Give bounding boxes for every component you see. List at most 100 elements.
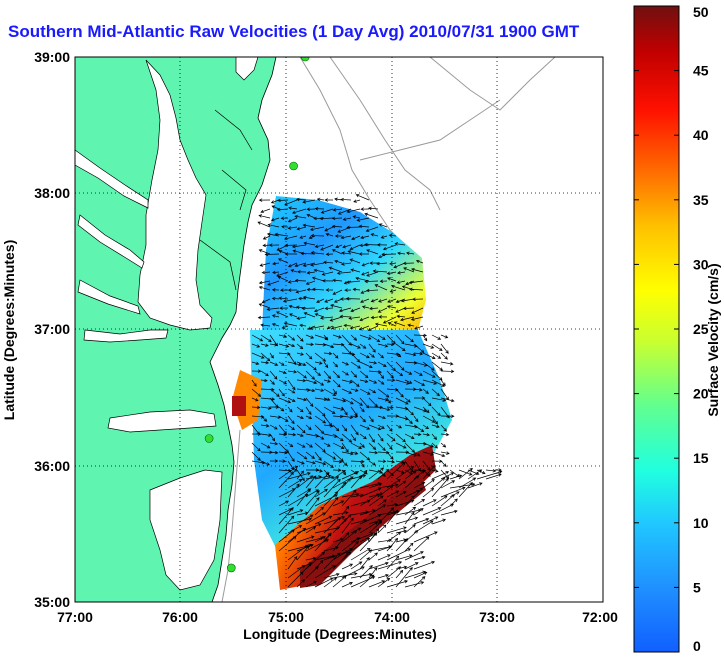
velocity-arrow bbox=[296, 451, 308, 460]
velocity-arrow bbox=[350, 459, 365, 464]
velocity-arrow bbox=[413, 536, 430, 552]
velocity-arrow bbox=[322, 279, 334, 283]
velocity-arrow bbox=[361, 305, 370, 309]
velocity-arrow bbox=[258, 214, 271, 219]
velocity-arrow bbox=[388, 233, 397, 238]
velocity-arrow bbox=[365, 288, 379, 293]
velocity-arrow bbox=[422, 516, 439, 525]
velocity-arrow bbox=[368, 520, 383, 534]
velocity-arrow bbox=[305, 460, 316, 465]
velocity-arrow bbox=[407, 323, 415, 328]
velocity-arrow bbox=[422, 487, 435, 498]
velocity-arrow bbox=[386, 460, 396, 464]
velocity-arrow bbox=[404, 489, 420, 498]
velocity-arrow bbox=[260, 370, 269, 377]
velocity-arrow bbox=[400, 298, 415, 303]
velocity-arrow bbox=[332, 370, 341, 379]
velocity-arrow bbox=[377, 450, 390, 455]
velocity-arrow bbox=[361, 271, 370, 276]
plot-frame bbox=[74, 56, 604, 603]
colorbar-label: Surface Velocity (cm/s) bbox=[705, 263, 721, 416]
velocity-arrow bbox=[296, 415, 304, 420]
velocity-arrow bbox=[296, 424, 306, 434]
velocity-arrow bbox=[278, 536, 297, 552]
velocity-arrow bbox=[271, 314, 280, 318]
velocity-arrow bbox=[404, 406, 414, 416]
velocity-arrow bbox=[341, 262, 352, 266]
velocity-arrow bbox=[341, 530, 358, 543]
velocity-arrow bbox=[368, 450, 379, 455]
velocity-arrow bbox=[422, 352, 436, 360]
velocity-arrow bbox=[358, 224, 370, 229]
velocity-arrow bbox=[377, 307, 388, 313]
velocity-arrow bbox=[386, 537, 399, 552]
velocity-arrow bbox=[377, 468, 390, 480]
velocity-arrow bbox=[305, 566, 319, 579]
velocity-arrow bbox=[422, 464, 436, 480]
velocity-arrow bbox=[368, 567, 378, 579]
velocity-arrow bbox=[323, 442, 331, 447]
velocity-arrow bbox=[350, 442, 363, 449]
velocity-arrow bbox=[278, 296, 289, 300]
velocity-arrow bbox=[413, 388, 423, 392]
velocity-arrow bbox=[299, 235, 307, 239]
velocity-arrow bbox=[422, 442, 435, 448]
velocity-arrow bbox=[305, 490, 320, 507]
velocity-arrow bbox=[302, 295, 316, 300]
velocity-arrow bbox=[278, 468, 298, 489]
velocity-arrow bbox=[413, 379, 426, 386]
velocity-arrow bbox=[332, 289, 343, 295]
velocity-arrow bbox=[251, 432, 262, 436]
velocity-arrow bbox=[382, 316, 397, 324]
velocity-arrow bbox=[287, 479, 303, 489]
velocity-arrow bbox=[413, 451, 421, 457]
velocity-arrow bbox=[296, 361, 307, 366]
velocity-arrow bbox=[314, 244, 325, 249]
velocity-arrow bbox=[257, 221, 271, 228]
velocity-arrow bbox=[271, 288, 280, 292]
velocity-arrow bbox=[258, 249, 271, 255]
velocity-arrow bbox=[305, 280, 316, 285]
colorbar-tick-label: 30 bbox=[693, 256, 709, 272]
velocity-arrow bbox=[287, 379, 296, 391]
velocity-arrow bbox=[314, 488, 328, 498]
velocity-arrow bbox=[422, 370, 436, 378]
velocity-arrow bbox=[314, 370, 322, 376]
velocity-arrow bbox=[413, 576, 426, 588]
velocity-arrow bbox=[378, 298, 388, 303]
velocity-arrow bbox=[440, 480, 456, 489]
x-tick-label: 77:00 bbox=[57, 609, 93, 625]
velocity-arrow bbox=[359, 415, 366, 423]
velocity-arrow bbox=[269, 379, 275, 385]
velocity-arrow bbox=[359, 487, 382, 498]
velocity-arrow bbox=[395, 433, 406, 443]
velocity-arrow bbox=[431, 459, 443, 463]
velocity-arrow bbox=[331, 325, 343, 330]
velocity-arrow bbox=[316, 197, 325, 202]
velocity-arrow bbox=[350, 433, 356, 442]
velocity-arrow bbox=[395, 569, 404, 579]
velocity-arrow bbox=[368, 433, 375, 443]
velocity-arrow bbox=[287, 388, 296, 394]
albemarle-sound bbox=[107, 409, 217, 433]
velocity-arrow bbox=[359, 388, 371, 395]
velocity-arrow bbox=[344, 288, 352, 292]
velocity-arrow bbox=[376, 261, 388, 266]
velocity-arrow bbox=[406, 251, 415, 255]
velocity-arrow bbox=[449, 498, 458, 507]
velocity-arrow bbox=[359, 532, 378, 552]
velocity-arrow bbox=[332, 572, 358, 579]
grid-lines bbox=[75, 57, 603, 602]
velocity-arrow bbox=[319, 216, 334, 221]
velocity-arrow bbox=[314, 560, 324, 570]
velocity-arrow bbox=[339, 314, 352, 319]
velocity-arrow bbox=[377, 577, 391, 588]
velocity-arrow bbox=[368, 504, 386, 516]
velocity-arrow bbox=[323, 532, 332, 543]
x-tick-label: 76:00 bbox=[162, 609, 198, 625]
velocity-arrow bbox=[320, 244, 334, 251]
velocity-arrow bbox=[440, 343, 449, 354]
velocity-arrow bbox=[290, 269, 298, 273]
velocity-arrow bbox=[386, 334, 396, 345]
velocity-arrow bbox=[431, 503, 454, 516]
